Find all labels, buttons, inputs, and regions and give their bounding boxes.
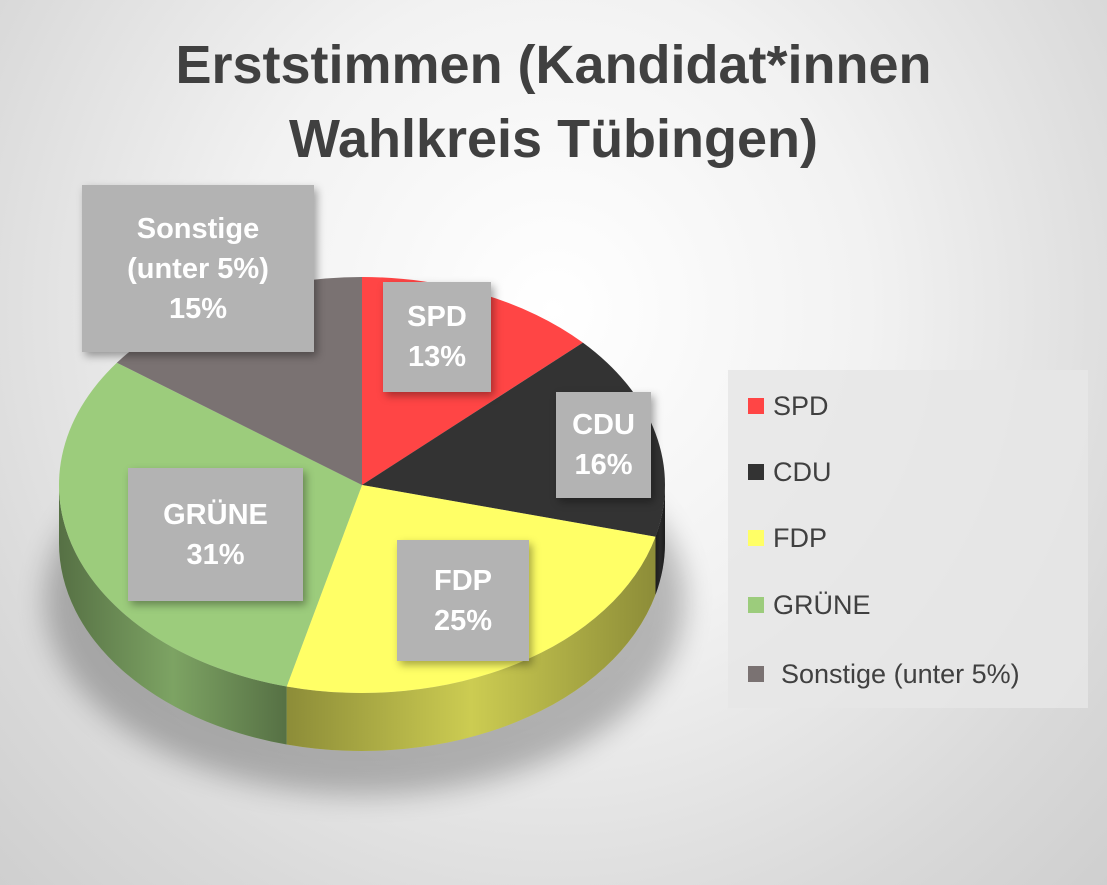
data-label-fdp: FDP 25% — [397, 540, 529, 661]
chart-title: Erststimmen (Kandidat*innen Wahlkreis Tüb… — [175, 35, 932, 169]
legend-swatch — [748, 464, 764, 480]
data-label-spd: SPD 13% — [383, 282, 491, 392]
pie-side-fdp — [286, 536, 656, 751]
legend-swatch — [748, 398, 764, 414]
data-label-category: FDP — [434, 564, 492, 597]
data-label-cdu: CDU 16% — [556, 392, 651, 498]
data-label-category: Sonstige (unter 5%) — [127, 212, 269, 285]
pie-side-cdu — [655, 485, 665, 595]
legend-label: CDU — [773, 456, 832, 487]
legend-swatch — [748, 666, 764, 682]
legend-label: GRÜNE — [773, 589, 871, 620]
data-label-category: CDU — [572, 409, 635, 441]
legend-label: SPD — [773, 390, 829, 421]
data-label-value: 31% — [186, 538, 245, 571]
data-label-sonstige-unter-5: Sonstige (unter 5%) 15% — [82, 185, 314, 352]
legend-swatch — [748, 530, 764, 546]
pie-side-shade-fdp — [286, 536, 656, 751]
pie-side-walls — [59, 485, 665, 751]
pie-side-shade-cdu — [655, 485, 665, 595]
legend-label: Sonstige (unter 5%) — [781, 658, 1020, 689]
data-label-value: 25% — [433, 604, 493, 637]
legend-entry-grüne: GRÜNE — [748, 585, 871, 625]
legend-label: FDP — [773, 522, 827, 553]
data-label-category: SPD — [407, 301, 467, 333]
legend: SPD CDU FDP GRÜNE Sonstige (unter 5%) — [728, 370, 1088, 708]
legend-entry-spd: SPD — [748, 386, 829, 426]
data-label-value: 16% — [574, 449, 633, 481]
data-label-grüne: GRÜNE 31% — [128, 468, 303, 601]
data-label-category: GRÜNE — [163, 498, 268, 531]
legend-entry-fdp: FDP — [748, 518, 827, 558]
legend-entry-sonstige-unter-5: Sonstige (unter 5%) — [748, 654, 1020, 694]
legend-entry-cdu: CDU — [748, 452, 832, 492]
data-label-value: 13% — [407, 341, 467, 373]
pie-side-shade-grüne — [59, 485, 287, 745]
data-label-value: 15% — [168, 292, 228, 325]
pie-side-grüne — [59, 485, 287, 745]
legend-swatch — [748, 597, 764, 613]
